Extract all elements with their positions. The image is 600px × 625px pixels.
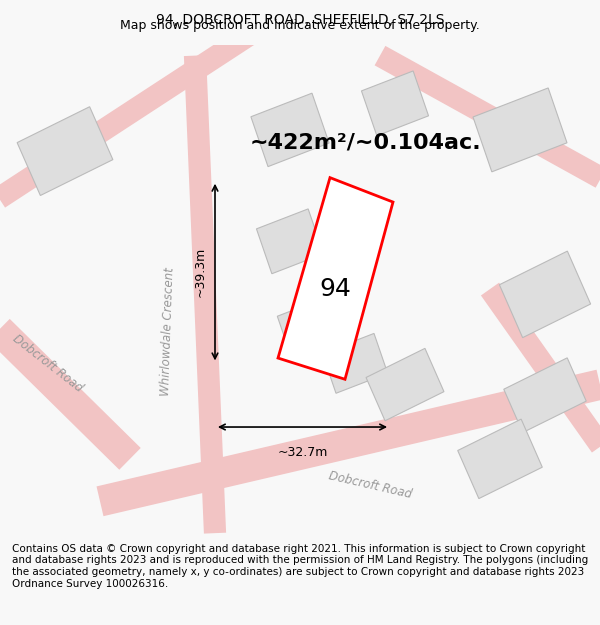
Polygon shape: [473, 88, 567, 172]
Text: 94, DOBCROFT ROAD, SHEFFIELD, S7 2LS: 94, DOBCROFT ROAD, SHEFFIELD, S7 2LS: [156, 12, 444, 27]
Text: Contains OS data © Crown copyright and database right 2021. This information is : Contains OS data © Crown copyright and d…: [12, 544, 588, 589]
Text: 94: 94: [319, 277, 351, 301]
Polygon shape: [277, 296, 343, 356]
Text: Whirlowdale Crescent: Whirlowdale Crescent: [159, 267, 177, 396]
Text: Dobcroft Road: Dobcroft Road: [11, 332, 85, 394]
Polygon shape: [366, 348, 444, 421]
Polygon shape: [251, 93, 329, 167]
Text: Map shows position and indicative extent of the property.: Map shows position and indicative extent…: [120, 19, 480, 32]
Polygon shape: [256, 209, 323, 274]
Polygon shape: [17, 107, 113, 196]
Polygon shape: [504, 358, 586, 432]
Polygon shape: [322, 333, 388, 393]
Polygon shape: [458, 419, 542, 499]
Text: ~39.3m: ~39.3m: [194, 247, 207, 298]
Text: ~32.7m: ~32.7m: [277, 446, 328, 459]
Text: Dobcroft Road: Dobcroft Road: [327, 469, 413, 501]
Polygon shape: [499, 251, 590, 338]
Polygon shape: [278, 177, 393, 379]
Text: ~422m²/~0.104ac.: ~422m²/~0.104ac.: [250, 132, 482, 152]
Polygon shape: [361, 71, 428, 136]
